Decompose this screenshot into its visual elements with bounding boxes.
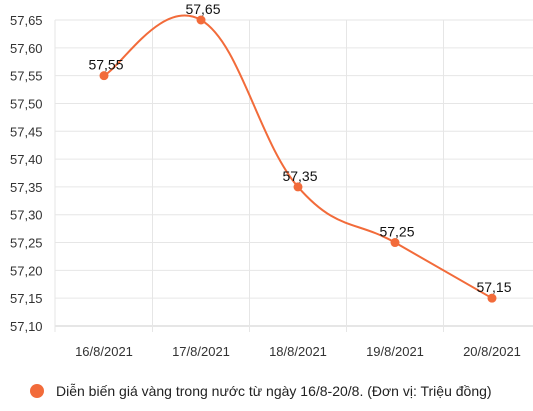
data-label: 57,65 bbox=[185, 1, 220, 17]
data-point[interactable] bbox=[390, 238, 400, 248]
data-label: 57,25 bbox=[379, 224, 414, 240]
data-point[interactable] bbox=[196, 15, 206, 25]
y-tick-label: 57,15 bbox=[10, 291, 43, 306]
y-tick-label: 57,10 bbox=[10, 319, 43, 334]
data-label: 57,55 bbox=[88, 57, 123, 73]
y-tick-label: 57,45 bbox=[10, 124, 43, 139]
y-axis-ticks: 57,10 57,15 57,20 57,25 57,30 57,35 57,40 57,45… bbox=[10, 13, 43, 334]
y-tick-label: 57,40 bbox=[10, 152, 43, 167]
x-tick-label: 18/8/2021 bbox=[269, 344, 327, 359]
y-tick-label: 57,30 bbox=[10, 208, 43, 223]
x-axis-ticks: 16/8/2021 17/8/2021 18/8/2021 19/8/2021 20/8… bbox=[75, 344, 521, 359]
series-layer bbox=[99, 14, 497, 303]
y-tick-label: 57,35 bbox=[10, 180, 43, 195]
data-point[interactable] bbox=[487, 293, 497, 303]
y-tick-label: 57,25 bbox=[10, 236, 43, 251]
legend: Diễn biến giá vàng trong nước từ ngày 16… bbox=[30, 383, 492, 399]
y-tick-label: 57,60 bbox=[10, 41, 43, 56]
legend-label: Diễn biến giá vàng trong nước từ ngày 16… bbox=[56, 383, 492, 399]
data-point[interactable] bbox=[293, 182, 303, 192]
legend-marker bbox=[30, 384, 44, 398]
y-tick-label: 57,55 bbox=[10, 69, 43, 84]
data-label: 57,35 bbox=[282, 168, 317, 184]
series-line bbox=[103, 14, 493, 300]
data-label: 57,15 bbox=[476, 279, 511, 295]
data-point[interactable] bbox=[99, 71, 109, 81]
y-tick-label: 57,65 bbox=[10, 13, 43, 28]
x-tick-label: 16/8/2021 bbox=[75, 344, 133, 359]
y-tick-label: 57,50 bbox=[10, 96, 43, 111]
x-tick-label: 17/8/2021 bbox=[172, 344, 230, 359]
x-tick-label: 19/8/2021 bbox=[366, 344, 424, 359]
x-tick-label: 20/8/2021 bbox=[463, 344, 521, 359]
data-labels: 57,55 57,65 57,35 57,25 57,15 bbox=[88, 1, 511, 295]
y-tick-label: 57,20 bbox=[10, 263, 43, 278]
